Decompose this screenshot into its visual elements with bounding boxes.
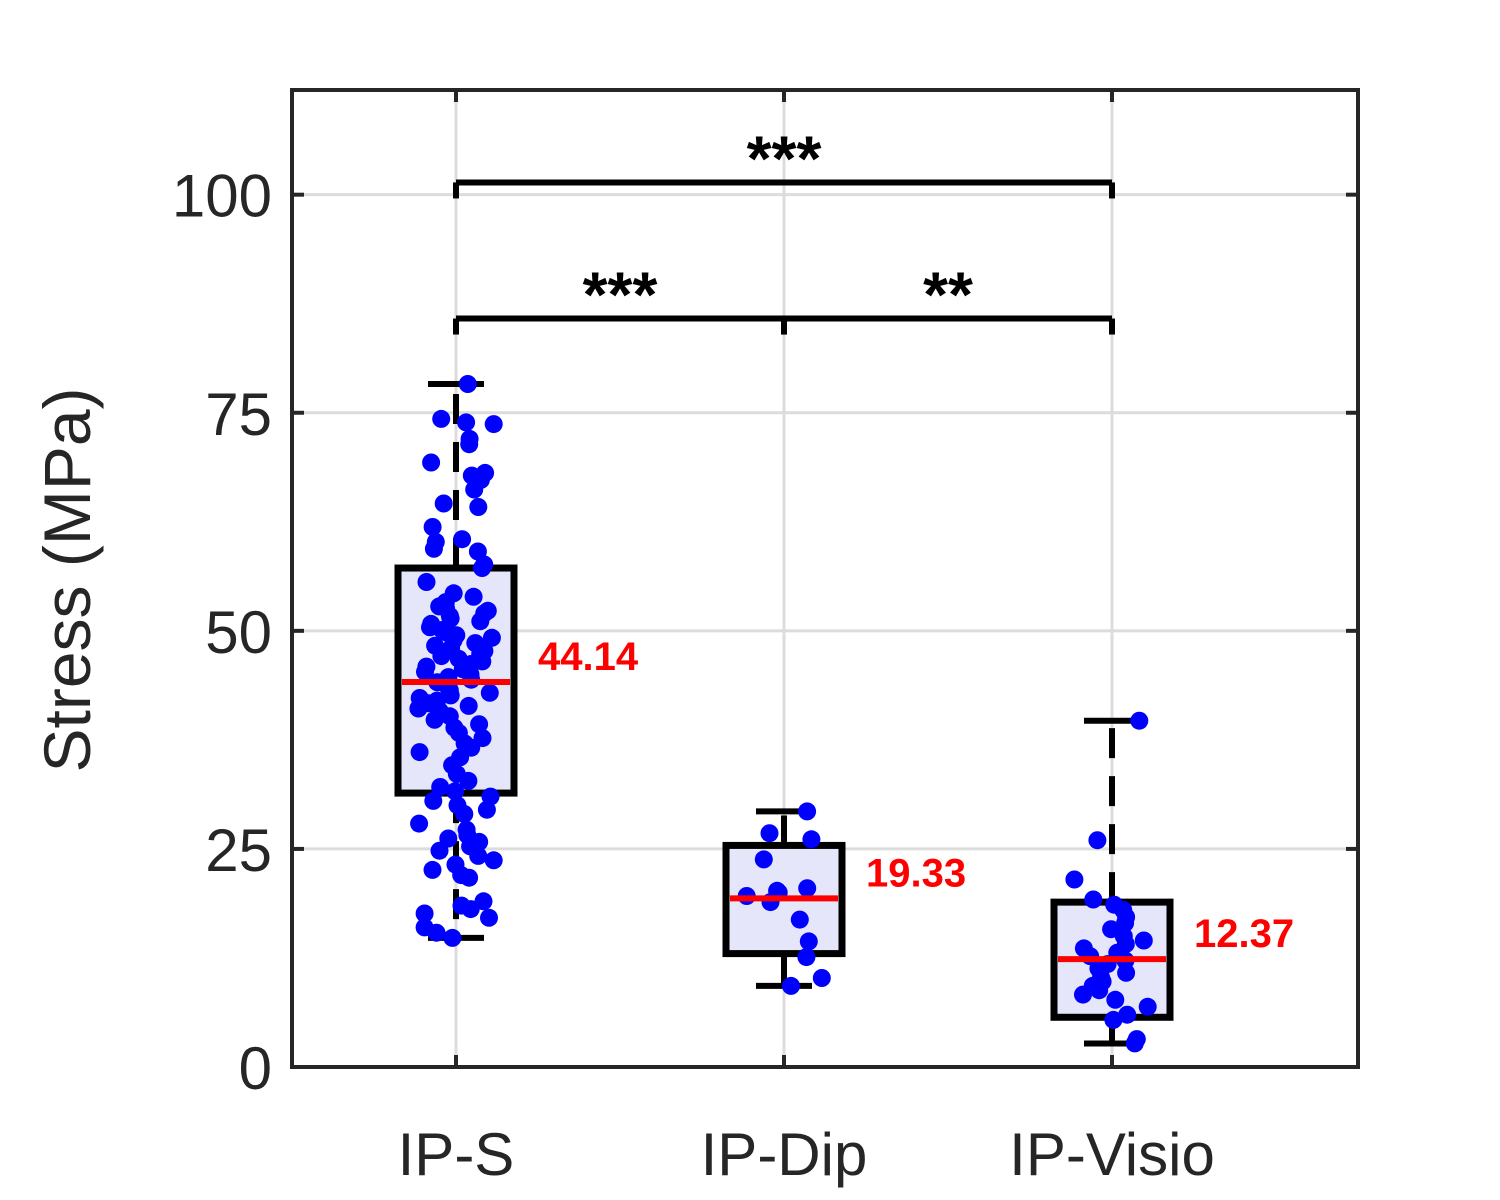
data-point: [480, 683, 499, 702]
data-point: [1088, 831, 1107, 850]
data-point: [409, 699, 428, 718]
data-point: [423, 518, 442, 536]
data-point: [782, 976, 800, 995]
data-point: [461, 900, 480, 919]
data-point: [484, 415, 503, 434]
data-point: [790, 910, 809, 929]
data-point: [802, 830, 821, 849]
data-point: [446, 782, 465, 801]
data-point: [1116, 914, 1135, 933]
data-point: [1134, 931, 1153, 950]
data-point: [432, 647, 451, 666]
data-point: [410, 743, 429, 762]
data-point: [477, 800, 496, 819]
significance-bracket: ***: [453, 122, 1115, 199]
points-ip-s: [402, 375, 510, 947]
data-point: [423, 860, 442, 879]
data-point: [424, 539, 443, 558]
data-point: [430, 841, 449, 860]
data-point: [417, 573, 436, 591]
data-point: [1117, 963, 1136, 982]
data-point: [422, 453, 441, 472]
data-point: [464, 587, 483, 606]
median-label: 44.14: [538, 635, 639, 679]
data-point: [1130, 711, 1149, 730]
y-tick-label: 100: [172, 163, 272, 230]
data-point: [480, 908, 498, 927]
data-point: [798, 802, 817, 821]
data-point: [441, 686, 460, 705]
data-point: [1065, 870, 1084, 889]
tick-labels: 0 25 50 75 100 IP-S IP-Dip IP-Visio: [172, 163, 1215, 1188]
data-point: [469, 846, 488, 865]
significance-label: **: [923, 259, 973, 331]
data-point: [473, 559, 492, 577]
data-point: [812, 969, 831, 987]
data-point: [455, 805, 474, 823]
significance-label: ***: [747, 122, 822, 194]
x-tick-label: IP-Visio: [1009, 1121, 1215, 1188]
data-point: [1106, 990, 1125, 1009]
data-point: [760, 824, 779, 843]
data-point: [432, 409, 451, 428]
data-point: [754, 850, 773, 869]
data-point: [431, 778, 450, 796]
significance-bracket: ***: [453, 259, 787, 335]
data-point: [458, 375, 477, 393]
median-label: 19.33: [866, 851, 966, 895]
data-point: [799, 932, 818, 951]
data-point: [470, 715, 489, 734]
data-point: [797, 948, 816, 967]
data-point: [1125, 1034, 1144, 1053]
points-ip-visio: [1058, 711, 1166, 1053]
x-tick-label: IP-Dip: [701, 1121, 868, 1188]
data-point: [457, 413, 476, 432]
median-labels: 44.14 19.33 12.37: [538, 635, 1294, 956]
data-point: [1104, 1010, 1123, 1029]
significance-label: ***: [583, 259, 658, 331]
data-point: [453, 530, 472, 549]
data-point: [416, 662, 434, 681]
y-tick-label: 0: [239, 1035, 272, 1102]
data-point: [1090, 981, 1109, 1000]
data-point: [1074, 985, 1092, 1004]
data-point: [1084, 890, 1103, 909]
data-point: [459, 771, 478, 790]
median-label: 12.37: [1194, 912, 1294, 956]
data-point: [427, 923, 446, 942]
data-point: [1118, 1005, 1137, 1024]
data-point: [471, 612, 490, 631]
x-tick-label: IP-S: [398, 1121, 515, 1188]
data-point: [1138, 997, 1157, 1016]
data-point: [424, 791, 443, 810]
significance-bracket: **: [781, 259, 1115, 335]
points-ip-dip: [730, 802, 838, 995]
data-point: [459, 696, 478, 715]
data-point: [484, 851, 503, 870]
data-point: [460, 868, 479, 887]
y-tick-label: 50: [205, 599, 272, 666]
data-point: [415, 904, 434, 923]
y-tick-label: 25: [205, 817, 272, 884]
data-point: [482, 628, 501, 647]
data-point: [410, 814, 429, 833]
significance-brackets: ****** **: [453, 122, 1115, 335]
plot-frame: [290, 88, 1360, 1069]
data-point: [469, 498, 488, 516]
y-axis-title: Stress (MPa): [30, 387, 104, 772]
axes: [290, 88, 1360, 1069]
data-point: [798, 879, 817, 898]
data-points: [402, 375, 1166, 1053]
y-tick-label: 75: [205, 381, 272, 448]
data-point: [434, 494, 453, 513]
data-point: [460, 435, 479, 454]
data-point: [443, 928, 462, 947]
data-point: [465, 480, 484, 499]
data-point: [425, 710, 444, 729]
